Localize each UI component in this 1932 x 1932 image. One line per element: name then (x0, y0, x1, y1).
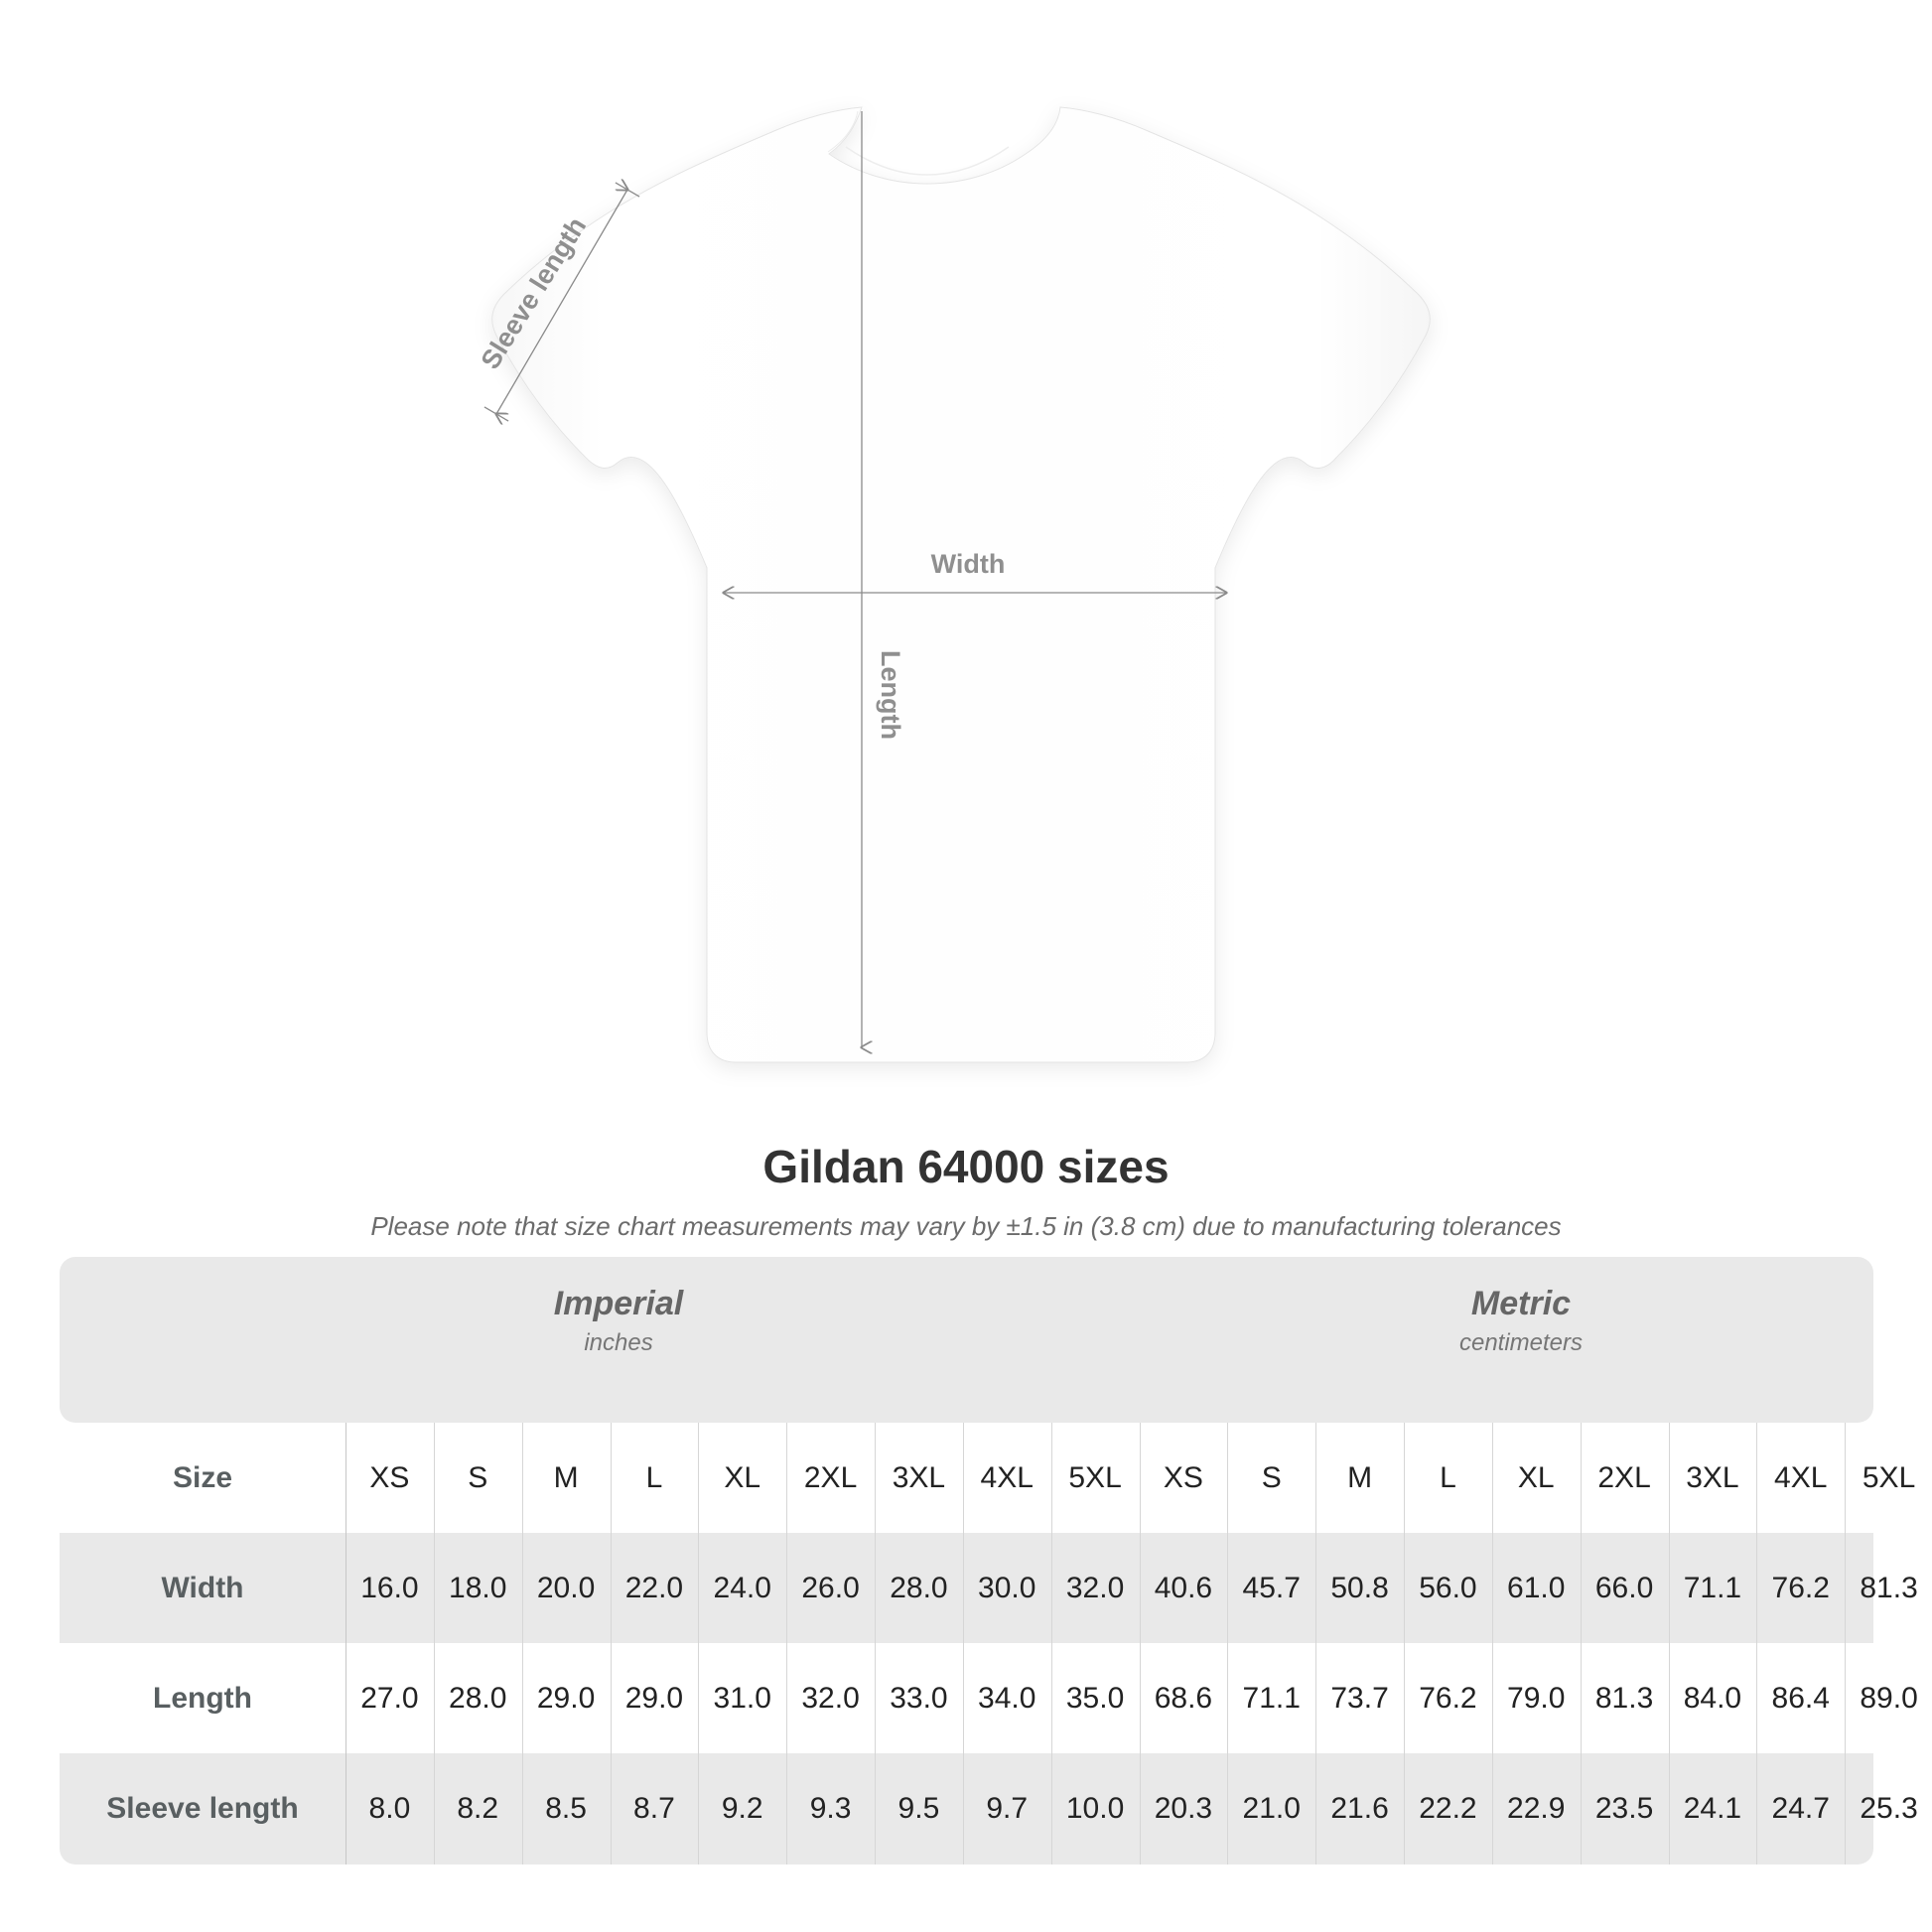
svg-text:Width: Width (931, 549, 1006, 579)
svg-text:Length: Length (876, 650, 905, 740)
